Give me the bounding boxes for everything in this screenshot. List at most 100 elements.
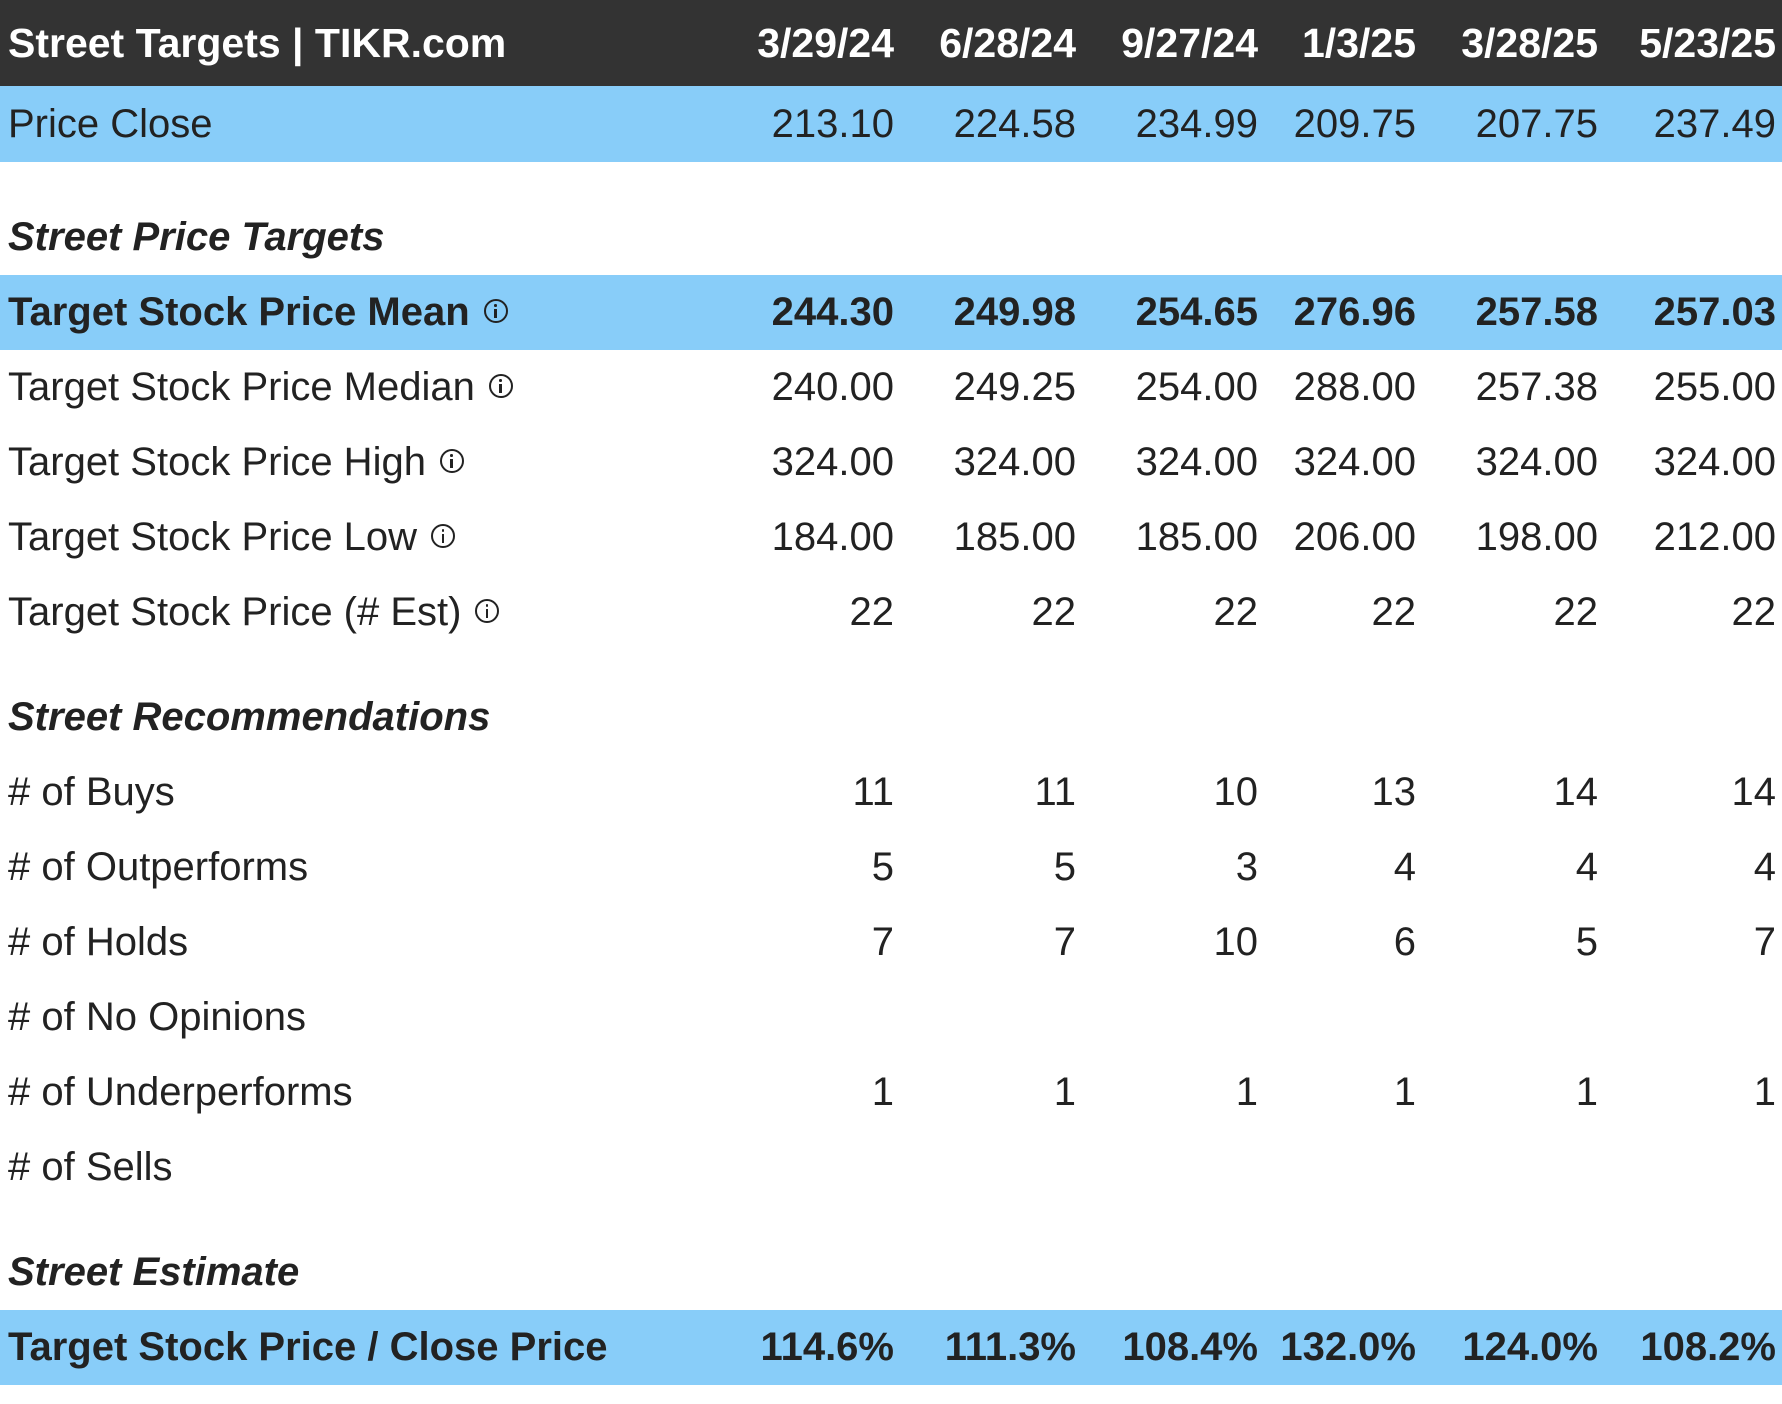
table-cell: 206.00 xyxy=(1293,515,1416,559)
column-date[interactable]: 6/28/24 xyxy=(939,20,1076,66)
table-cell: 108.2% xyxy=(1640,1325,1776,1369)
column-date[interactable]: 3/28/25 xyxy=(1461,20,1598,66)
holds-row: # of Holds 7 7 10 6 5 7 xyxy=(0,905,1782,980)
row-label: Target Stock Price Mean xyxy=(8,275,508,350)
table-cell: 3 xyxy=(1235,845,1258,889)
table-cell: 4 xyxy=(1753,845,1776,889)
table-cell: 254.65 xyxy=(1135,290,1258,334)
table-cell: 255.00 xyxy=(1653,365,1776,409)
table-cell: 213.10 xyxy=(771,102,894,146)
row-label: Target Stock Price Low xyxy=(8,500,456,575)
table-cell: 257.58 xyxy=(1475,290,1598,334)
table-cell: 7 xyxy=(1053,920,1076,964)
table-cell: 10 xyxy=(1213,770,1259,814)
row-label: # of Outperforms xyxy=(8,845,309,889)
table-cell: 237.49 xyxy=(1653,102,1776,146)
table-cell: 1 xyxy=(1235,1070,1258,1114)
table-cell: 212.00 xyxy=(1653,515,1776,559)
column-date[interactable]: 5/23/25 xyxy=(1639,20,1776,66)
table-cell: 324.00 xyxy=(953,440,1076,484)
section-heading-row: Street Recommendations xyxy=(0,680,1782,755)
table-cell: 324.00 xyxy=(1293,440,1416,484)
table-cell: 234.99 xyxy=(1135,102,1258,146)
table-cell: 6 xyxy=(1393,920,1416,964)
table-cell: 1 xyxy=(1393,1070,1416,1114)
row-label: # of Buys xyxy=(8,770,175,814)
column-date[interactable]: 9/27/24 xyxy=(1121,20,1258,66)
table-cell: 224.58 xyxy=(953,102,1076,146)
info-icon[interactable] xyxy=(488,374,513,399)
table-cell: 7 xyxy=(1753,920,1776,964)
table-cell: 4 xyxy=(1393,845,1416,889)
price-close-row: Price Close 213.10 224.58 234.99 209.75 … xyxy=(0,86,1782,162)
row-label: Target Stock Price / Close Price xyxy=(8,1325,608,1369)
table-cell: 257.03 xyxy=(1653,290,1776,334)
table-cell: 185.00 xyxy=(953,515,1076,559)
table-cell: 11 xyxy=(852,770,894,814)
table-cell: 240.00 xyxy=(771,365,894,409)
table-cell: 1 xyxy=(871,1070,894,1114)
underperforms-row: # of Underperforms 1 1 1 1 1 1 xyxy=(0,1055,1782,1130)
table-cell: 13 xyxy=(1371,770,1417,814)
row-label: # of Holds xyxy=(8,920,189,964)
no-opinions-row: # of No Opinions xyxy=(0,980,1782,1055)
section-heading-row: Street Price Targets xyxy=(0,200,1782,275)
table-cell: 198.00 xyxy=(1475,515,1598,559)
row-label: Target Stock Price Median xyxy=(8,350,513,425)
table-cell: 7 xyxy=(871,920,894,964)
column-date[interactable]: 1/3/25 xyxy=(1302,20,1416,66)
table-cell: 1 xyxy=(1053,1070,1076,1114)
info-icon[interactable] xyxy=(483,299,508,324)
table-cell: 324.00 xyxy=(1475,440,1598,484)
sells-row: # of Sells xyxy=(0,1130,1782,1205)
row-label: # of Sells xyxy=(8,1145,173,1189)
info-icon[interactable] xyxy=(439,449,464,474)
target-close-ratio-row: Target Stock Price / Close Price 114.6% … xyxy=(0,1310,1782,1385)
table-cell: 207.75 xyxy=(1475,102,1598,146)
table-cell: 254.00 xyxy=(1135,365,1258,409)
table-cell: 22 xyxy=(1731,590,1777,634)
section-title-recommendations: Street Recommendations xyxy=(8,695,491,739)
section-title-price-targets: Street Price Targets xyxy=(8,215,385,259)
table-cell: 22 xyxy=(1371,590,1417,634)
table-cell: 22 xyxy=(1213,590,1259,634)
table-cell: 11 xyxy=(1034,770,1076,814)
table-cell: 108.4% xyxy=(1122,1325,1258,1369)
table-cell: 14 xyxy=(1553,770,1599,814)
section-heading-row: Street Estimate xyxy=(0,1235,1782,1310)
target-high-row: Target Stock Price High 324.00 324.00 32… xyxy=(0,425,1782,500)
page-title: Street Targets | TIKR.com xyxy=(8,20,507,66)
table-cell: 10 xyxy=(1213,920,1259,964)
table-cell: 185.00 xyxy=(1135,515,1258,559)
table-cell: 1 xyxy=(1753,1070,1776,1114)
target-est-count-row: Target Stock Price (# Est) 22 22 22 22 2… xyxy=(0,575,1782,650)
table-cell: 4 xyxy=(1575,845,1598,889)
row-label: Target Stock Price High xyxy=(8,425,464,500)
row-label: # of Underperforms xyxy=(8,1070,353,1114)
spacer xyxy=(0,162,1782,200)
table-cell: 5 xyxy=(871,845,894,889)
table-cell: 5 xyxy=(1053,845,1076,889)
table-header: Street Targets | TIKR.com 3/29/24 6/28/2… xyxy=(0,0,1782,86)
target-mean-row: Target Stock Price Mean 244.30 249.98 25… xyxy=(0,275,1782,350)
info-icon[interactable] xyxy=(431,524,456,549)
table-cell: 324.00 xyxy=(1653,440,1776,484)
table-cell: 276.96 xyxy=(1293,290,1416,334)
spacer xyxy=(0,1205,1782,1235)
spacer xyxy=(0,650,1782,680)
table-cell: 184.00 xyxy=(771,515,894,559)
table-cell: 22 xyxy=(849,590,895,634)
table-cell: 111.3% xyxy=(944,1325,1076,1369)
table-cell: 1 xyxy=(1575,1070,1598,1114)
table-cell: 22 xyxy=(1031,590,1077,634)
target-median-row: Target Stock Price Median 240.00 249.25 … xyxy=(0,350,1782,425)
table-cell: 288.00 xyxy=(1293,365,1416,409)
row-label: Price Close xyxy=(8,102,213,146)
table-cell: 324.00 xyxy=(1135,440,1258,484)
table-cell: 249.98 xyxy=(953,290,1076,334)
column-date[interactable]: 3/29/24 xyxy=(757,20,894,66)
table-cell: 244.30 xyxy=(771,290,894,334)
table-cell: 14 xyxy=(1731,770,1777,814)
info-icon[interactable] xyxy=(475,599,500,624)
table-cell: 22 xyxy=(1553,590,1599,634)
